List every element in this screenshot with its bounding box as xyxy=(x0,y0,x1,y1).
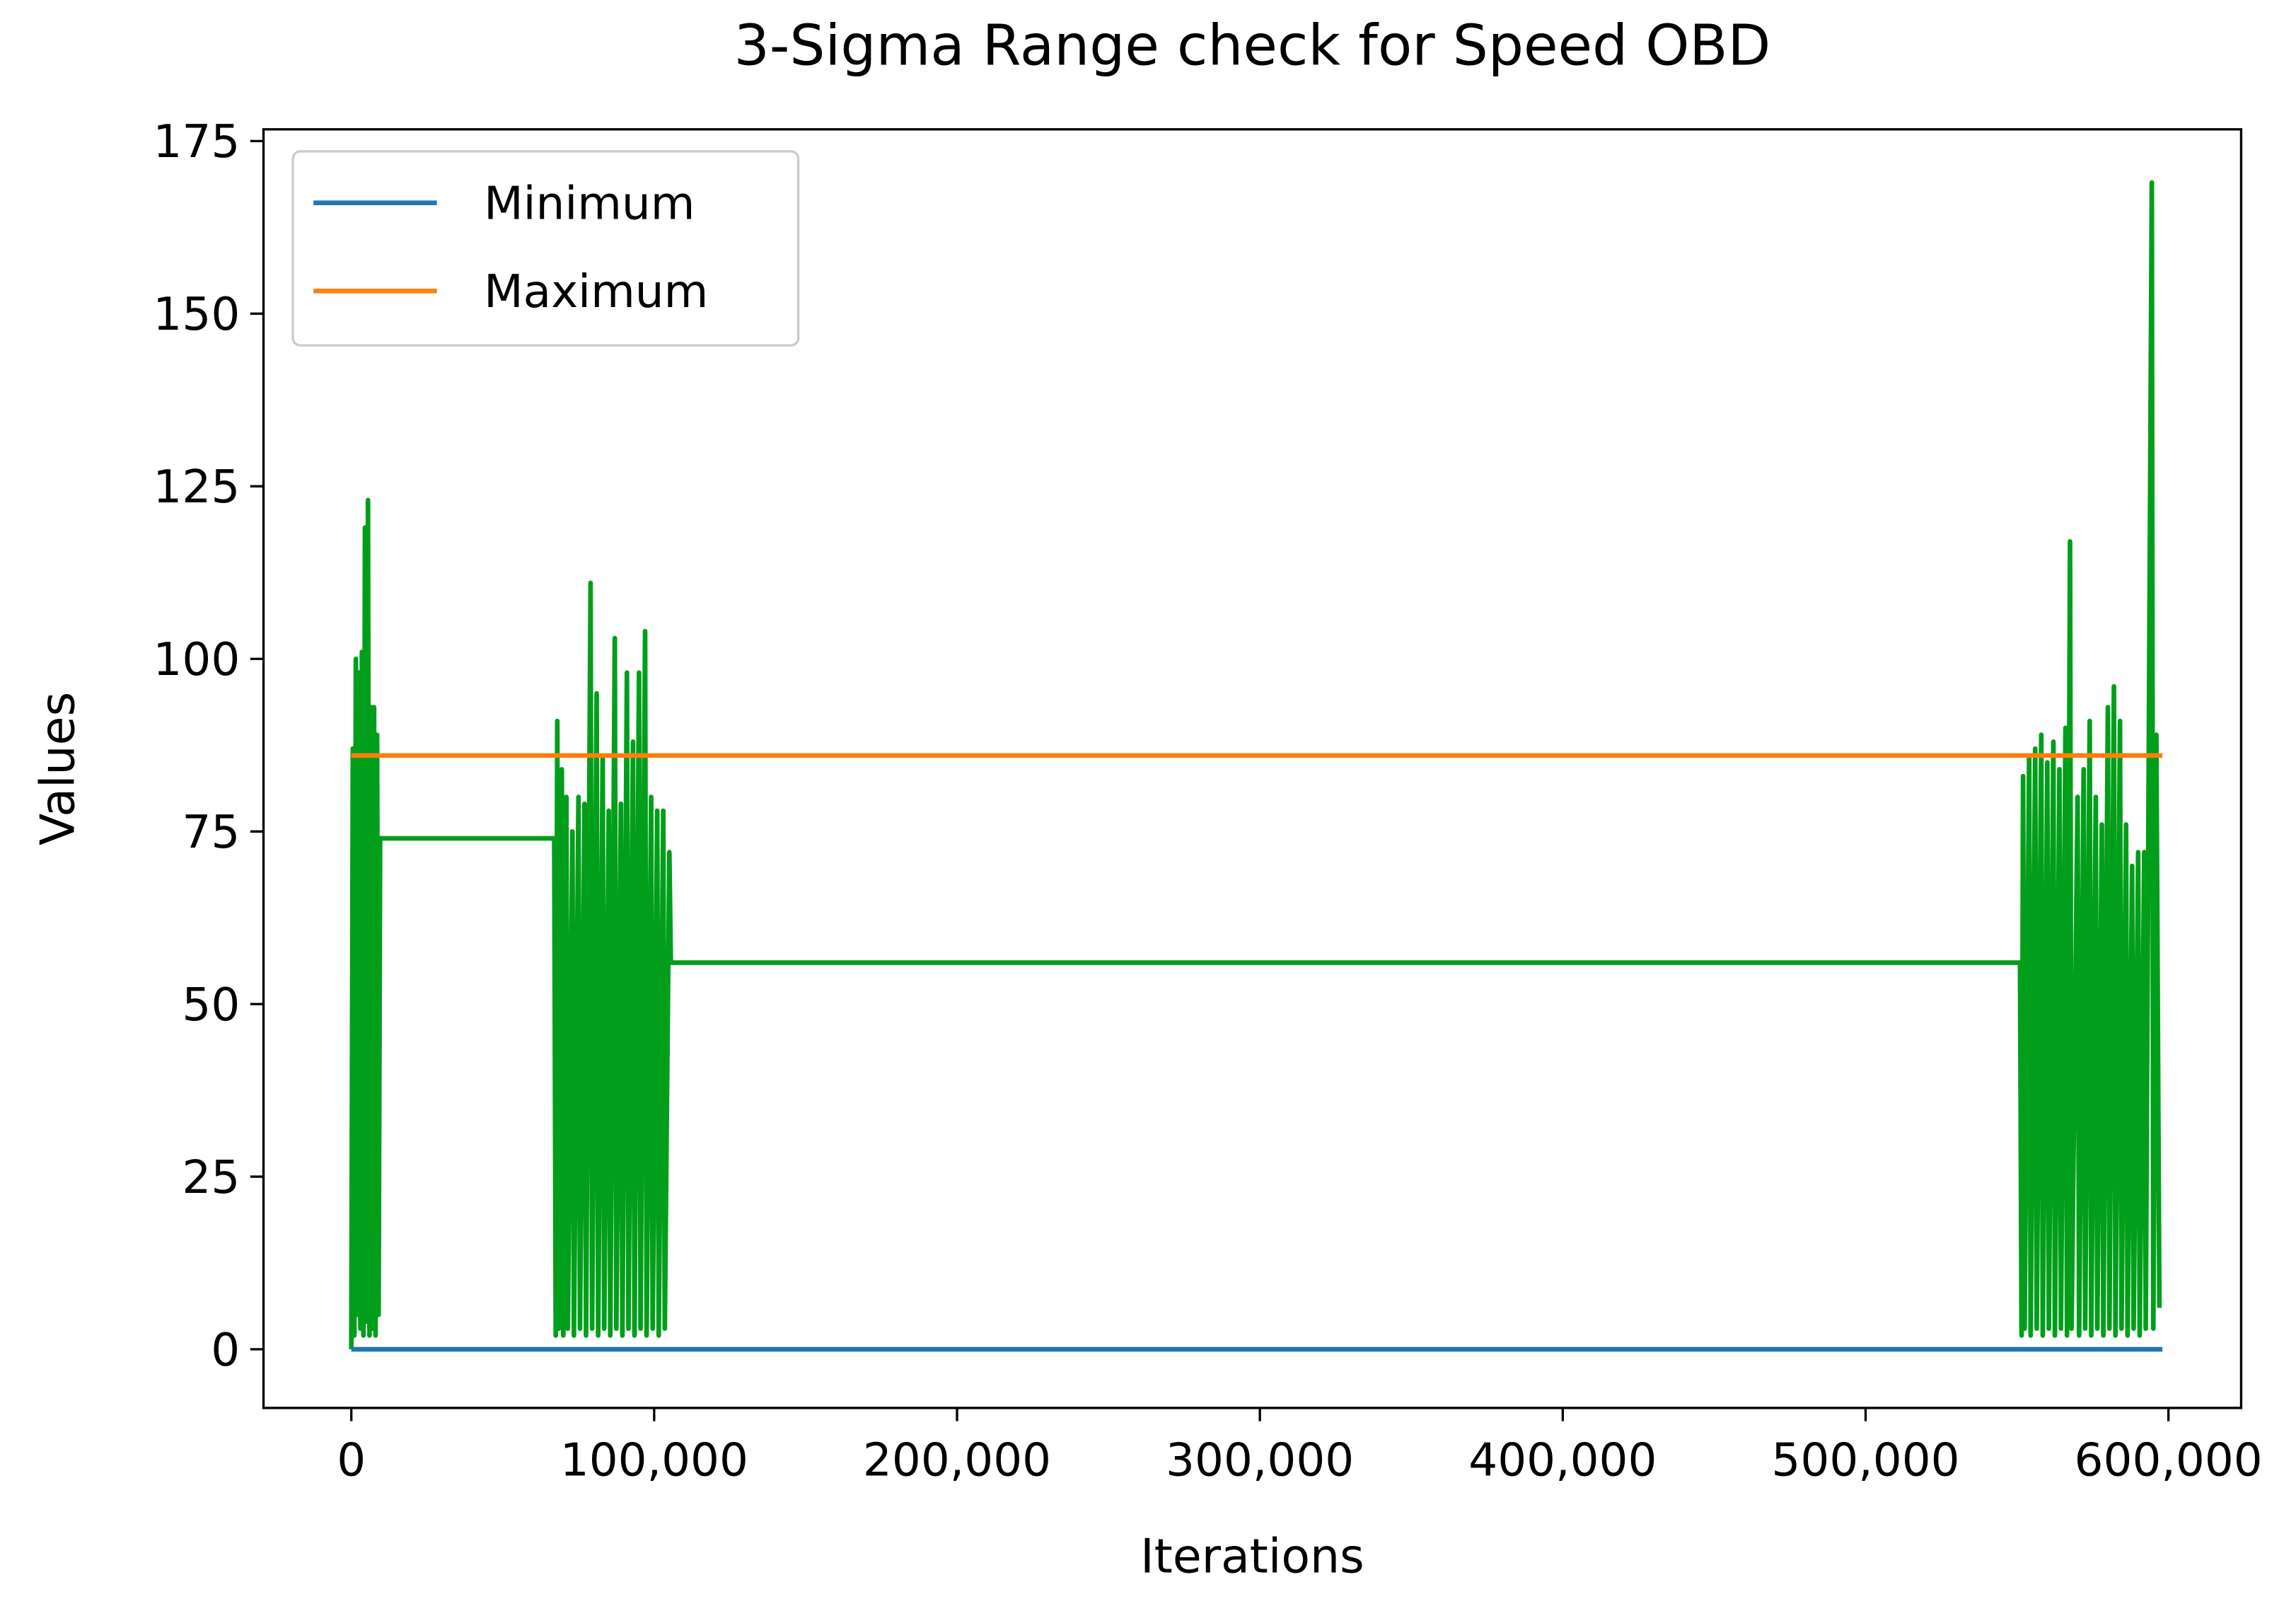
x-tick-label: 400,000 xyxy=(1468,1434,1657,1487)
data-line xyxy=(349,180,2162,1350)
chart-title: 3-Sigma Range check for Speed OBD xyxy=(734,13,1771,78)
legend-label: Maximum xyxy=(484,265,708,318)
y-axis-label: Values xyxy=(30,692,86,845)
x-tick-label: 100,000 xyxy=(560,1434,748,1487)
y-tick-label: 175 xyxy=(153,115,240,168)
legend-frame xyxy=(291,150,800,347)
y-tick-label: 125 xyxy=(153,461,240,514)
x-tick-label: 500,000 xyxy=(1771,1434,1959,1487)
x-axis-label: Iterations xyxy=(1140,1529,1364,1584)
y-tick-label: 75 xyxy=(182,806,240,859)
y-tick-label: 50 xyxy=(182,979,240,1032)
x-tick-label: 200,000 xyxy=(863,1434,1051,1487)
plot-frame xyxy=(262,128,2243,1409)
y-tick-label: 25 xyxy=(182,1151,240,1204)
legend-label: Minimum xyxy=(484,178,695,231)
x-tick-label: 600,000 xyxy=(2075,1434,2263,1487)
x-tick-label: 0 xyxy=(337,1434,366,1487)
y-tick-label: 100 xyxy=(153,633,240,686)
y-tick-label: 0 xyxy=(211,1324,240,1377)
y-tick-label: 150 xyxy=(153,288,240,341)
x-tick-label: 300,000 xyxy=(1166,1434,1354,1487)
